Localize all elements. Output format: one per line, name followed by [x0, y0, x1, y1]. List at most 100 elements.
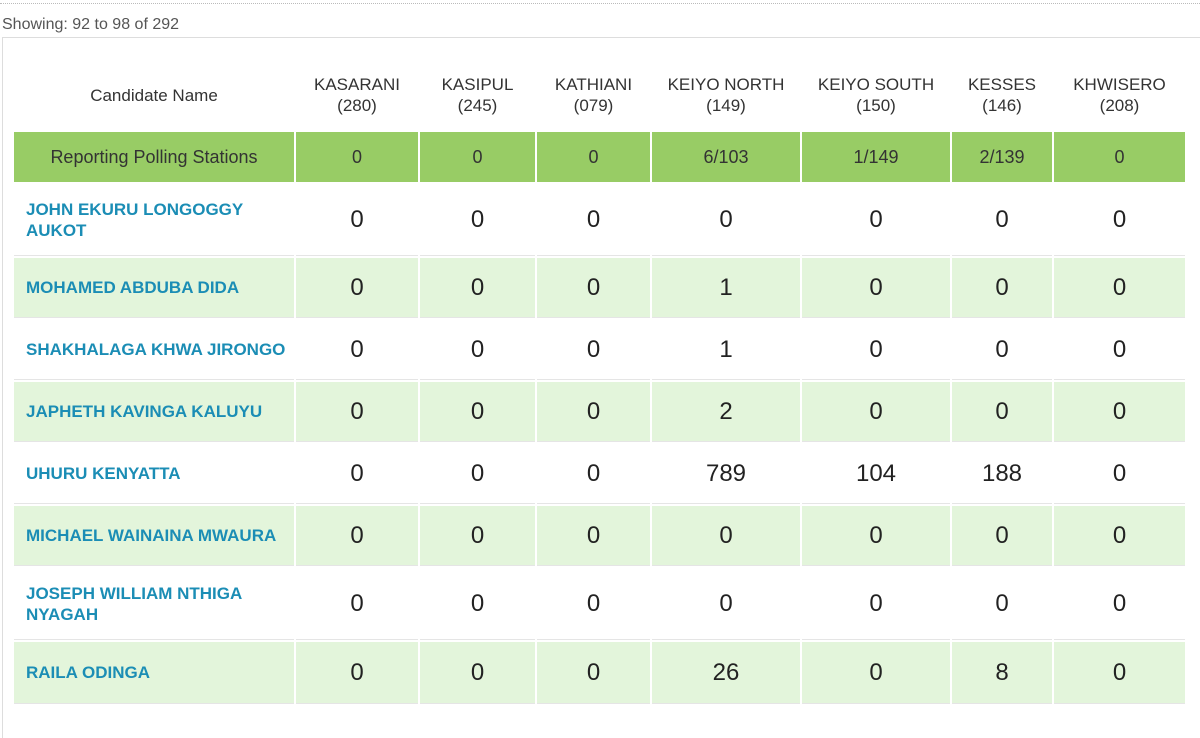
- vote-count: 0: [420, 184, 535, 256]
- vote-count: 0: [652, 506, 800, 566]
- reporting-value: 6/103: [652, 132, 800, 182]
- reporting-value: 0: [537, 132, 650, 182]
- vote-count: 0: [952, 258, 1052, 318]
- vote-count: 0: [1054, 184, 1185, 256]
- vote-count: 26: [652, 642, 800, 704]
- vote-count: 0: [952, 568, 1052, 640]
- vote-count: 0: [296, 568, 418, 640]
- column-name: KHWISERO: [1073, 75, 1166, 94]
- vote-count: 0: [952, 506, 1052, 566]
- vote-count: 188: [952, 444, 1052, 504]
- reporting-value: 1/149: [802, 132, 950, 182]
- candidate-name[interactable]: JAPHETH KAVINGA KALUYU: [14, 382, 294, 442]
- vote-count: 0: [802, 184, 950, 256]
- column-name: KASIPUL: [441, 75, 514, 94]
- vote-count: 0: [952, 382, 1052, 442]
- vote-count: 0: [420, 258, 535, 318]
- vote-count: 0: [296, 320, 418, 380]
- vote-count: 0: [802, 258, 950, 318]
- vote-count: 8: [952, 642, 1052, 704]
- vote-count: 0: [537, 444, 650, 504]
- vote-count: 0: [537, 320, 650, 380]
- vote-count: 0: [537, 506, 650, 566]
- vote-count: 0: [537, 382, 650, 442]
- column-name: KATHIANI: [554, 75, 633, 94]
- vote-count: 0: [296, 642, 418, 704]
- vote-count: 1: [652, 320, 800, 380]
- candidate-name[interactable]: JOHN EKURU LONGOGGY AUKOT: [14, 184, 294, 256]
- candidate-name[interactable]: SHAKHALAGA KHWA JIRONGO: [14, 320, 294, 380]
- vote-count: 0: [1054, 568, 1185, 640]
- column-code: (150): [856, 96, 896, 115]
- table-body: Reporting Polling Stations 0 0 0 6/103 1/149 2…: [14, 132, 1185, 704]
- candidate-row: JOHN EKURU LONGOGGY AUKOT 0 0 0 0 0 0 0: [14, 184, 1185, 256]
- candidate-row: JOSEPH WILLIAM NTHIGA NYAGAH 0 0 0 0 0 0 0: [14, 568, 1185, 640]
- reporting-value: 2/139: [952, 132, 1052, 182]
- reporting-row: Reporting Polling Stations 0 0 0 6/103 1/149 2…: [14, 132, 1185, 182]
- vote-count: 0: [1054, 320, 1185, 380]
- reporting-value: 0: [296, 132, 418, 182]
- vote-count: 0: [420, 382, 535, 442]
- vote-count: 0: [652, 184, 800, 256]
- column-code: (149): [706, 96, 746, 115]
- vote-count: 1: [652, 258, 800, 318]
- vote-count: 0: [296, 258, 418, 318]
- candidate-name[interactable]: UHURU KENYATTA: [14, 444, 294, 504]
- vote-count: 2: [652, 382, 800, 442]
- showing-text: Showing: 92 to 98 of 292: [2, 16, 180, 33]
- header-row: Candidate Name KASARANI (280) KASIPUL (245)…: [14, 60, 1185, 130]
- column-code: (146): [982, 96, 1022, 115]
- vote-count: 789: [652, 444, 800, 504]
- column-header: KEIYO SOUTH (150): [802, 60, 950, 130]
- candidate-row: JAPHETH KAVINGA KALUYU 0 0 0 2 0 0 0: [14, 382, 1185, 442]
- vote-count: 0: [537, 568, 650, 640]
- vote-count: 0: [1054, 444, 1185, 504]
- divider: [0, 3, 1200, 4]
- vote-count: 0: [420, 444, 535, 504]
- results-table: Candidate Name KASARANI (280) KASIPUL (245)…: [12, 58, 1187, 706]
- column-name: KEIYO SOUTH: [817, 75, 935, 94]
- vote-count: 0: [1054, 642, 1185, 704]
- vote-count: 0: [952, 320, 1052, 380]
- candidate-row: SHAKHALAGA KHWA JIRONGO 0 0 0 1 0 0 0: [14, 320, 1185, 380]
- vote-count: 0: [802, 642, 950, 704]
- vote-count: 104: [802, 444, 950, 504]
- vote-count: 0: [802, 382, 950, 442]
- column-header: KESSES (146): [952, 60, 1052, 130]
- vote-count: 0: [420, 642, 535, 704]
- vote-count: 0: [802, 320, 950, 380]
- vote-count: 0: [537, 258, 650, 318]
- reporting-value: 0: [1054, 132, 1185, 182]
- vote-count: 0: [537, 642, 650, 704]
- column-header: KATHIANI (079): [537, 60, 650, 130]
- column-code: (245): [457, 96, 498, 115]
- column-header: KASIPUL (245): [420, 60, 535, 130]
- vote-count: 0: [1054, 382, 1185, 442]
- header-label: Candidate Name: [90, 85, 218, 105]
- container: [2, 37, 1200, 738]
- candidate-row: UHURU KENYATTA 0 0 0 789 104 188 0: [14, 444, 1185, 504]
- column-header: KHWISERO (208): [1054, 60, 1185, 130]
- column-header: KASARANI (280): [296, 60, 418, 130]
- vote-count: 0: [296, 184, 418, 256]
- vote-count: 0: [296, 382, 418, 442]
- candidate-name[interactable]: JOSEPH WILLIAM NTHIGA NYAGAH: [14, 568, 294, 640]
- candidate-name[interactable]: MOHAMED ABDUBA DIDA: [14, 258, 294, 318]
- vote-count: 0: [537, 184, 650, 256]
- column-code: (079): [573, 96, 614, 115]
- candidate-row: MICHAEL WAINAINA MWAURA 0 0 0 0 0 0 0: [14, 506, 1185, 566]
- candidate-name[interactable]: RAILA ODINGA: [14, 642, 294, 704]
- vote-count: 0: [652, 568, 800, 640]
- vote-count: 0: [296, 506, 418, 566]
- column-code: (208): [1099, 96, 1140, 115]
- candidate-row: RAILA ODINGA 0 0 0 26 0 8 0: [14, 642, 1185, 704]
- column-name: KESSES: [967, 75, 1037, 94]
- vote-count: 0: [952, 184, 1052, 256]
- candidate-name[interactable]: MICHAEL WAINAINA MWAURA: [14, 506, 294, 566]
- reporting-value: 0: [420, 132, 535, 182]
- column-header: KEIYO NORTH (149): [652, 60, 800, 130]
- vote-count: 0: [420, 568, 535, 640]
- column-code: (280): [337, 96, 377, 115]
- vote-count: 0: [802, 568, 950, 640]
